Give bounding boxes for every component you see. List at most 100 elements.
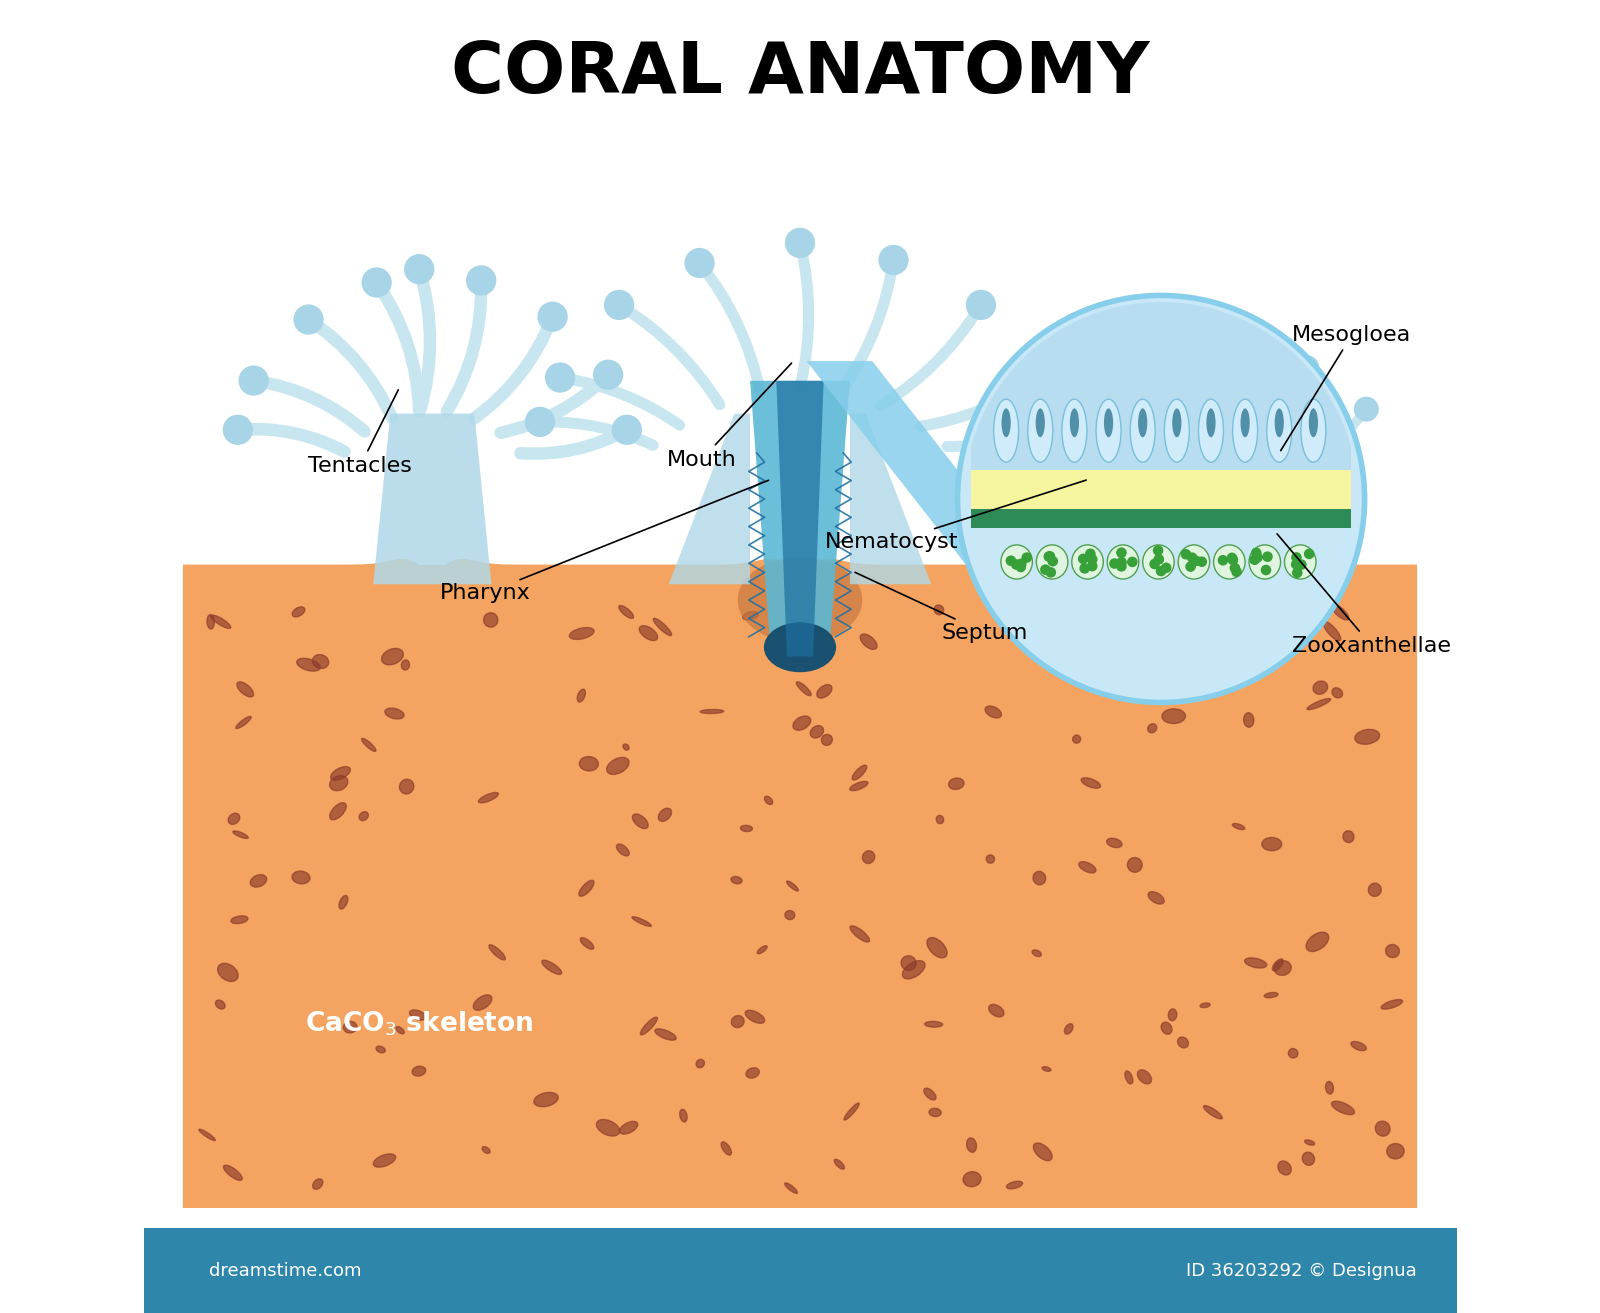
Circle shape (1251, 549, 1261, 558)
Polygon shape (850, 414, 931, 584)
Ellipse shape (654, 1029, 677, 1040)
Ellipse shape (229, 813, 240, 825)
Ellipse shape (1107, 545, 1139, 579)
Circle shape (1291, 553, 1301, 562)
Circle shape (240, 366, 269, 395)
Ellipse shape (986, 706, 1002, 718)
Circle shape (1078, 554, 1088, 563)
Ellipse shape (765, 796, 773, 805)
Circle shape (467, 267, 496, 295)
Circle shape (878, 246, 907, 274)
Circle shape (605, 290, 634, 319)
Ellipse shape (358, 811, 368, 821)
Text: CaCO$_3$ skeleton: CaCO$_3$ skeleton (306, 1010, 533, 1039)
Ellipse shape (482, 1146, 490, 1153)
Ellipse shape (1082, 777, 1101, 788)
Ellipse shape (413, 1066, 426, 1077)
Ellipse shape (701, 709, 723, 713)
Ellipse shape (834, 1159, 845, 1169)
Circle shape (1088, 555, 1098, 565)
Polygon shape (182, 551, 1418, 1208)
Ellipse shape (1104, 408, 1114, 437)
Ellipse shape (1342, 831, 1354, 843)
Ellipse shape (1264, 993, 1278, 998)
Ellipse shape (1331, 1102, 1355, 1115)
Circle shape (594, 360, 622, 389)
Polygon shape (806, 361, 1109, 663)
Ellipse shape (1070, 408, 1078, 437)
Ellipse shape (1162, 1022, 1173, 1035)
Ellipse shape (816, 684, 832, 699)
Ellipse shape (1200, 1003, 1210, 1007)
Ellipse shape (211, 614, 230, 629)
Ellipse shape (578, 689, 586, 702)
Ellipse shape (218, 964, 238, 982)
Ellipse shape (1243, 713, 1254, 727)
Circle shape (1128, 557, 1138, 566)
Ellipse shape (1042, 1066, 1051, 1071)
Circle shape (1218, 555, 1227, 565)
Ellipse shape (1206, 408, 1216, 437)
Ellipse shape (410, 1010, 426, 1020)
Circle shape (1086, 549, 1094, 558)
Ellipse shape (1096, 399, 1122, 462)
Ellipse shape (1331, 688, 1342, 699)
Bar (971, 470, 1352, 509)
Ellipse shape (741, 826, 752, 831)
Ellipse shape (344, 1022, 357, 1033)
Ellipse shape (1149, 892, 1165, 905)
Ellipse shape (1006, 1182, 1022, 1188)
Ellipse shape (1278, 1161, 1291, 1175)
Ellipse shape (1072, 735, 1080, 743)
Ellipse shape (658, 809, 672, 822)
Ellipse shape (1051, 659, 1066, 672)
Ellipse shape (1138, 1070, 1152, 1085)
Polygon shape (750, 381, 850, 656)
Ellipse shape (1037, 545, 1067, 579)
Ellipse shape (696, 1060, 704, 1067)
Bar (971, 293, 1352, 470)
Ellipse shape (296, 658, 320, 671)
Ellipse shape (579, 880, 594, 897)
Ellipse shape (622, 744, 629, 750)
Circle shape (1042, 565, 1050, 574)
Circle shape (1162, 563, 1171, 572)
Ellipse shape (653, 618, 672, 635)
Circle shape (1110, 559, 1118, 569)
Ellipse shape (483, 613, 498, 628)
Ellipse shape (216, 1001, 226, 1010)
Circle shape (1294, 356, 1318, 379)
Ellipse shape (786, 910, 795, 919)
Ellipse shape (376, 1046, 386, 1053)
Ellipse shape (1166, 596, 1190, 612)
Ellipse shape (934, 605, 944, 614)
Circle shape (1227, 553, 1237, 562)
Polygon shape (182, 565, 1418, 1208)
Ellipse shape (1035, 408, 1045, 437)
Circle shape (1045, 551, 1053, 561)
Ellipse shape (1350, 1041, 1366, 1050)
Ellipse shape (373, 1154, 395, 1167)
Ellipse shape (797, 681, 811, 696)
Ellipse shape (794, 716, 811, 730)
Circle shape (1022, 553, 1032, 562)
Ellipse shape (542, 960, 562, 974)
Circle shape (786, 228, 814, 257)
Circle shape (1117, 562, 1126, 571)
Ellipse shape (1302, 1152, 1315, 1166)
Ellipse shape (1168, 1008, 1176, 1020)
Ellipse shape (1002, 408, 1011, 437)
Ellipse shape (402, 660, 410, 670)
Ellipse shape (966, 1138, 976, 1153)
Circle shape (1304, 549, 1314, 558)
Ellipse shape (235, 717, 251, 729)
Ellipse shape (1165, 662, 1178, 670)
Ellipse shape (619, 1121, 638, 1134)
Circle shape (1045, 407, 1075, 436)
Ellipse shape (926, 937, 947, 958)
Ellipse shape (400, 779, 414, 794)
Ellipse shape (579, 756, 598, 771)
Circle shape (1150, 559, 1160, 569)
Circle shape (1045, 551, 1054, 561)
Ellipse shape (1072, 545, 1104, 579)
